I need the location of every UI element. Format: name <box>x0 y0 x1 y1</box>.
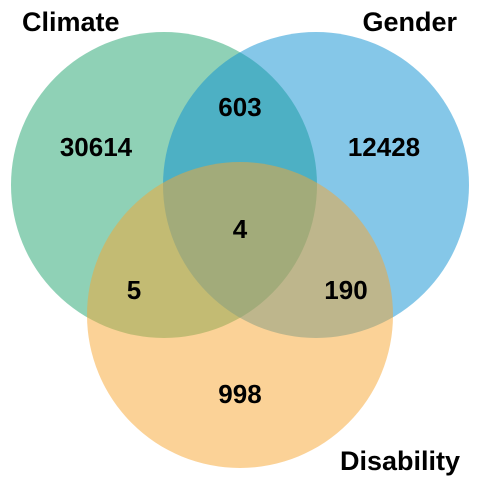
venn-circles <box>11 32 469 468</box>
gender-disability-count: 190 <box>324 275 367 305</box>
region-counts: 30614 12428 603 4 5 190 998 <box>60 92 420 409</box>
climate-gender-count: 603 <box>218 92 261 122</box>
disability-only-count: 998 <box>218 379 261 409</box>
set-labels: Climate Gender Disability <box>22 7 460 476</box>
all-three-count: 4 <box>233 214 248 244</box>
disability-set-circle <box>87 162 393 468</box>
climate-disability-count: 5 <box>127 275 141 305</box>
disability-set-label: Disability <box>340 446 460 476</box>
climate-set-label: Climate <box>22 7 120 37</box>
gender-set-label: Gender <box>362 7 457 37</box>
climate-only-count: 30614 <box>60 132 133 162</box>
gender-only-count: 12428 <box>348 132 420 162</box>
